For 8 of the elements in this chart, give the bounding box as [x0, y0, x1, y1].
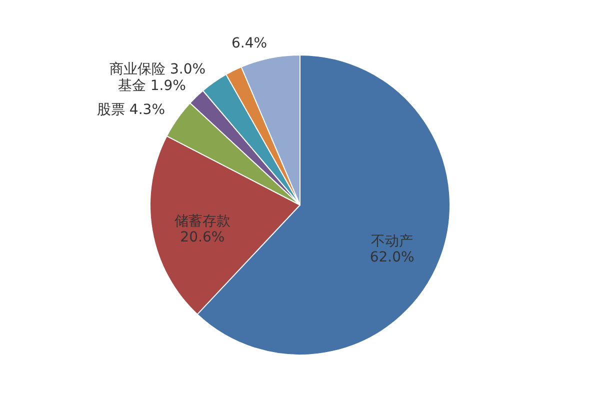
slice-label: 股票 4.3%: [96, 102, 166, 118]
data-label: 20.6%: [180, 230, 225, 246]
data-label: 62.0%: [370, 249, 414, 266]
slice-label: 商业保险 3.0%: [110, 62, 206, 78]
slice-label: 不动产: [371, 233, 414, 250]
data-label: 6.4%: [231, 35, 268, 52]
slice-label: 基金 1.9%: [118, 78, 186, 94]
slice-label: 储蓄存款: [174, 214, 230, 230]
